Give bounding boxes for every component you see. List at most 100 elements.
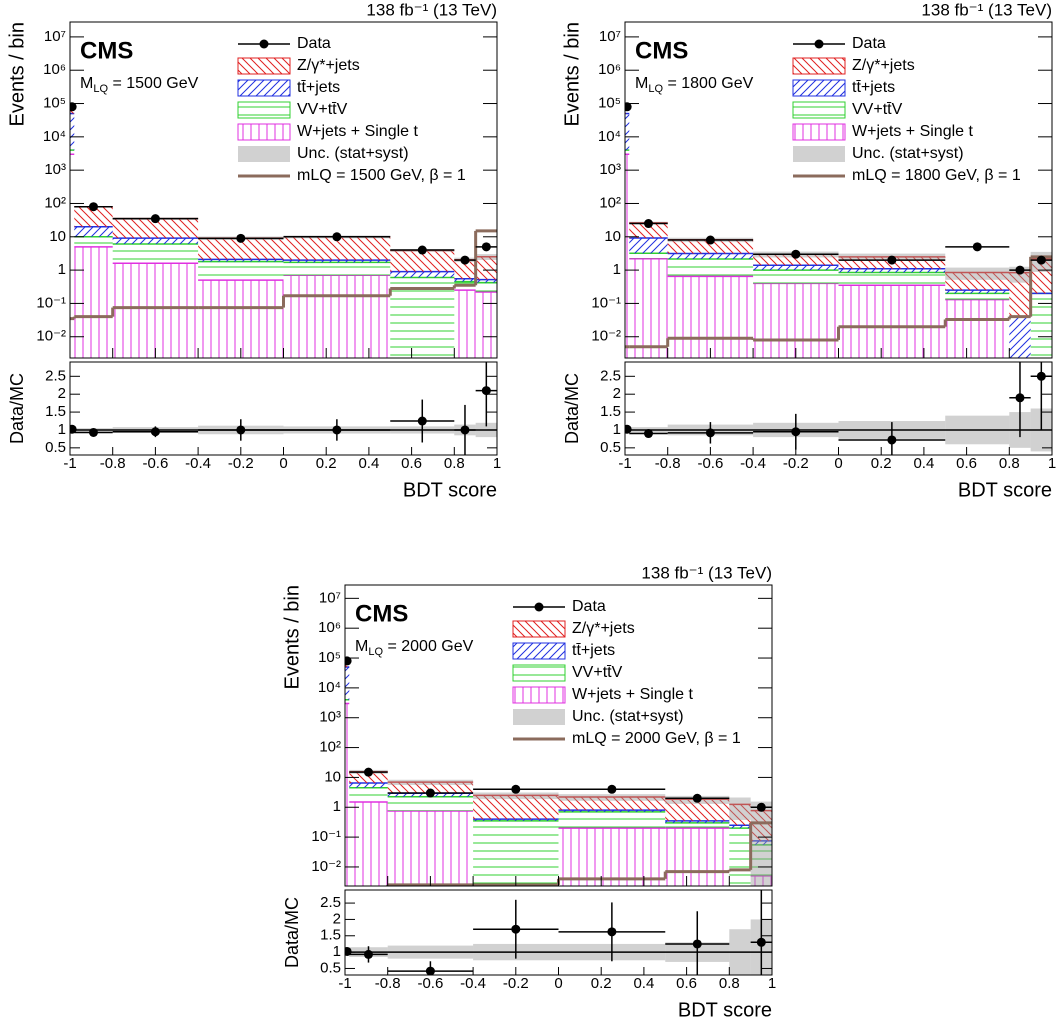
y-tick-label: 10² bbox=[319, 739, 341, 756]
ratio-y-tick-label: 0.5 bbox=[600, 439, 621, 456]
data-point bbox=[607, 784, 617, 794]
legend-swatch bbox=[512, 642, 566, 660]
ratio-point bbox=[88, 427, 98, 437]
lumi-label: 138 fb⁻¹ (13 TeV) bbox=[641, 563, 772, 582]
legend-swatch bbox=[792, 79, 846, 97]
data-point bbox=[1036, 255, 1046, 265]
y-tick-label: 10⁷ bbox=[44, 28, 66, 45]
x-tick-label: -0.2 bbox=[228, 455, 254, 472]
stack-bar bbox=[74, 236, 113, 247]
data-point bbox=[150, 214, 160, 224]
legend-label: W+jets + Single t bbox=[572, 686, 694, 703]
x-tick-label: 0.4 bbox=[358, 455, 379, 472]
ratio-point bbox=[887, 435, 897, 445]
stack-bar bbox=[283, 236, 391, 261]
stack-bar bbox=[70, 154, 75, 358]
stack-bar bbox=[198, 280, 284, 358]
data-point bbox=[425, 788, 435, 798]
stack-bar bbox=[349, 802, 388, 886]
stack-bar bbox=[629, 253, 668, 259]
stack-bar bbox=[665, 820, 730, 823]
unc-band bbox=[475, 254, 497, 260]
stack-bar bbox=[1030, 293, 1052, 358]
legend-swatch bbox=[792, 57, 846, 75]
y-axis-label: Events / bin bbox=[561, 22, 583, 127]
stack-bar bbox=[349, 782, 388, 788]
mass-annotation: MLQ = 2000 GeV bbox=[355, 638, 474, 658]
stack-bar bbox=[70, 150, 75, 155]
stack-bar bbox=[283, 275, 391, 358]
legend-swatch bbox=[237, 101, 291, 119]
experiment: CMS bbox=[80, 37, 133, 64]
x-axis-label: BDT score bbox=[678, 999, 772, 1021]
stack-bar bbox=[945, 290, 1010, 294]
stack-bar bbox=[283, 262, 391, 276]
stack-bar bbox=[475, 292, 497, 358]
main-plot bbox=[345, 656, 772, 886]
x-tick-label: 1 bbox=[1048, 455, 1056, 472]
y-tick-label: 10² bbox=[44, 194, 66, 211]
stack-bar bbox=[475, 256, 497, 280]
legend-swatch bbox=[793, 146, 845, 162]
stack-bar bbox=[665, 799, 730, 821]
legend-label: Z/γ*+jets bbox=[852, 57, 915, 74]
legend-label: Z/γ*+jets bbox=[297, 57, 360, 74]
stack-bar bbox=[729, 825, 751, 829]
data-point bbox=[345, 656, 352, 666]
ratio-point bbox=[756, 937, 766, 947]
stack-bar bbox=[475, 279, 497, 283]
mass-subscript: LQ bbox=[648, 83, 663, 95]
y-tick-label: 10³ bbox=[44, 161, 66, 178]
x-tick-label: -1 bbox=[338, 975, 351, 992]
stack-bar bbox=[198, 261, 284, 281]
ratio-y-tick-label: 2 bbox=[58, 385, 66, 402]
ratio-y-tick-label: 2.5 bbox=[600, 367, 621, 384]
stack-bar bbox=[1009, 316, 1031, 358]
ratio-plot bbox=[70, 362, 497, 455]
y-tick-label: 10⁻² bbox=[311, 858, 341, 875]
stack-bar bbox=[629, 237, 668, 254]
stack-bar bbox=[454, 290, 476, 358]
x-tick-label: -0.2 bbox=[503, 975, 529, 992]
legend-label: Unc. (stat+syst) bbox=[852, 145, 964, 162]
stack-bar bbox=[750, 875, 772, 886]
y-tick-label: 10 bbox=[324, 768, 341, 785]
stack-bar bbox=[387, 782, 474, 794]
legend-swatch bbox=[237, 57, 291, 75]
mass-text: = 1800 GeV bbox=[663, 75, 754, 92]
stack-bar bbox=[74, 206, 113, 227]
data-point bbox=[625, 102, 632, 112]
stack-bar bbox=[1009, 272, 1031, 317]
stack-bar bbox=[390, 250, 455, 272]
ratio-axis-label: Data/MC bbox=[282, 897, 302, 968]
x-tick-label: 0.6 bbox=[676, 975, 697, 992]
legend-data-marker bbox=[259, 39, 269, 49]
x-tick-label: 0.4 bbox=[913, 455, 934, 472]
stack-bar bbox=[74, 246, 113, 358]
x-tick-label: -0.8 bbox=[100, 455, 126, 472]
stack-bar bbox=[198, 238, 284, 260]
x-tick-label: 0 bbox=[834, 455, 842, 472]
y-tick-label: 1 bbox=[613, 261, 621, 278]
data-point bbox=[643, 219, 653, 229]
y-tick-label: 10⁻² bbox=[591, 328, 621, 345]
mass-annotation: MLQ = 1500 GeV bbox=[80, 75, 199, 95]
stack-bar bbox=[665, 828, 730, 886]
mass-text: = 1500 GeV bbox=[108, 75, 199, 92]
stack-bar bbox=[838, 285, 946, 358]
stack-bar bbox=[750, 810, 772, 841]
ratio-point bbox=[417, 416, 427, 426]
legend-label: mLQ = 2000 GeV, β = 1 bbox=[572, 730, 741, 747]
stack-bar bbox=[112, 238, 199, 244]
y-tick-label: 1 bbox=[58, 261, 66, 278]
ratio-point bbox=[236, 425, 246, 435]
ratio-axis-label: Data/MC bbox=[7, 373, 27, 444]
y-tick-label: 10⁵ bbox=[598, 94, 621, 111]
stack-bar bbox=[945, 293, 1010, 300]
stack-bar bbox=[473, 820, 559, 886]
y-tick-label: 10 bbox=[604, 228, 621, 245]
stack-bar bbox=[558, 797, 666, 811]
stack-bar bbox=[625, 150, 630, 155]
x-tick-label: -0.2 bbox=[783, 455, 809, 472]
experiment: CMS bbox=[635, 37, 688, 64]
